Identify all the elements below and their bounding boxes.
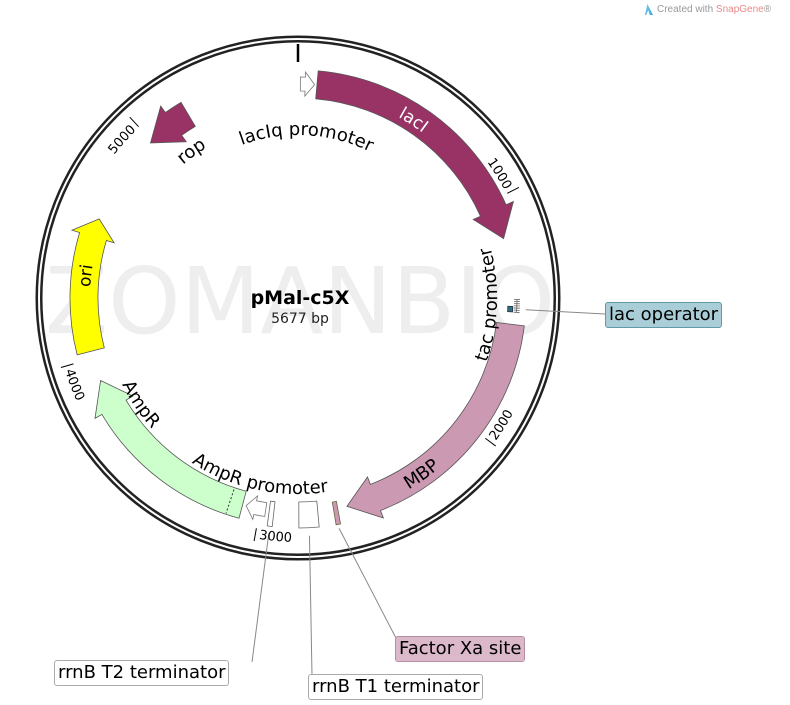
tick-mark xyxy=(129,116,139,128)
rrnb-t1-leader xyxy=(308,535,313,676)
rrnb-t2-leader xyxy=(251,534,270,663)
feature-laci[interactable] xyxy=(315,70,515,240)
feature-factor-xa-site[interactable] xyxy=(331,500,342,526)
feature-lac-operator[interactable] xyxy=(507,305,514,313)
tick-mark xyxy=(253,528,257,542)
feature-rrnb-t2-terminator[interactable] xyxy=(266,500,276,528)
snapgene-logo: Created with SnapGene® xyxy=(645,4,771,15)
label-ori: ori xyxy=(75,263,97,287)
plasmid-name: pMal-c5X xyxy=(251,287,350,309)
rrnb-t2-terminator-label[interactable]: rrnB T2 terminator xyxy=(54,660,230,686)
watermark: ZOMANBIO xyxy=(45,248,555,355)
feature-ampr[interactable] xyxy=(94,379,247,519)
backbone-ring-gap xyxy=(38,38,558,558)
tick-label-text: 3000 xyxy=(258,528,292,546)
tick-label-text: 4000 xyxy=(61,367,87,403)
tick-label-text: 5000 xyxy=(106,122,140,157)
tick-label: 4000 xyxy=(61,367,87,403)
feature-rrnb-t1-terminator[interactable] xyxy=(298,500,320,529)
logo-text: Created with SnapGene® xyxy=(657,4,772,15)
tac-promoter-mark[interactable] xyxy=(513,298,520,313)
lac-operator-leader xyxy=(525,309,606,315)
label-lacIq-promoter-text: lacIq promoter xyxy=(236,119,377,157)
tick-mark xyxy=(485,437,497,447)
feature-ori[interactable] xyxy=(69,218,115,356)
factor-xa-leader xyxy=(338,528,398,641)
feature-mbp[interactable] xyxy=(346,322,525,519)
ampr-region-divider xyxy=(225,489,235,514)
tick-mark xyxy=(507,187,520,194)
rrnb-t1-terminator-label[interactable]: rrnB T1 terminator xyxy=(308,674,484,700)
label-ori-text: ori xyxy=(75,263,97,287)
tick-mark xyxy=(60,363,74,368)
plasmid-size: 5677 bp xyxy=(271,311,329,327)
feature-laciq-promoter[interactable] xyxy=(299,70,316,98)
lac-operator-label[interactable]: lac operator xyxy=(605,302,723,328)
snapgene-logo-icon xyxy=(645,4,653,15)
tac-promoter-arc xyxy=(516,299,518,313)
feature-ampr-promoter[interactable] xyxy=(245,494,268,521)
feature-rop[interactable] xyxy=(149,101,196,144)
tick-label: 3000 xyxy=(258,528,292,546)
factor-xa-site-label[interactable]: Factor Xa site xyxy=(395,636,526,662)
tick-label: 5000 xyxy=(106,122,140,157)
label-lacIq-promoter: lacIq promoter xyxy=(236,119,377,157)
